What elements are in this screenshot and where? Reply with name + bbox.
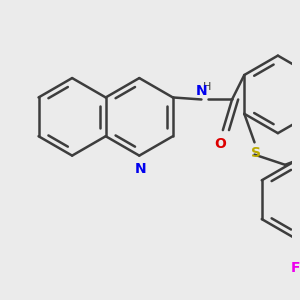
Text: O: O xyxy=(214,137,226,151)
Text: S: S xyxy=(250,146,260,161)
Text: N: N xyxy=(134,162,146,176)
Text: N: N xyxy=(196,85,207,98)
Text: F: F xyxy=(291,261,300,275)
Text: H: H xyxy=(202,82,211,92)
